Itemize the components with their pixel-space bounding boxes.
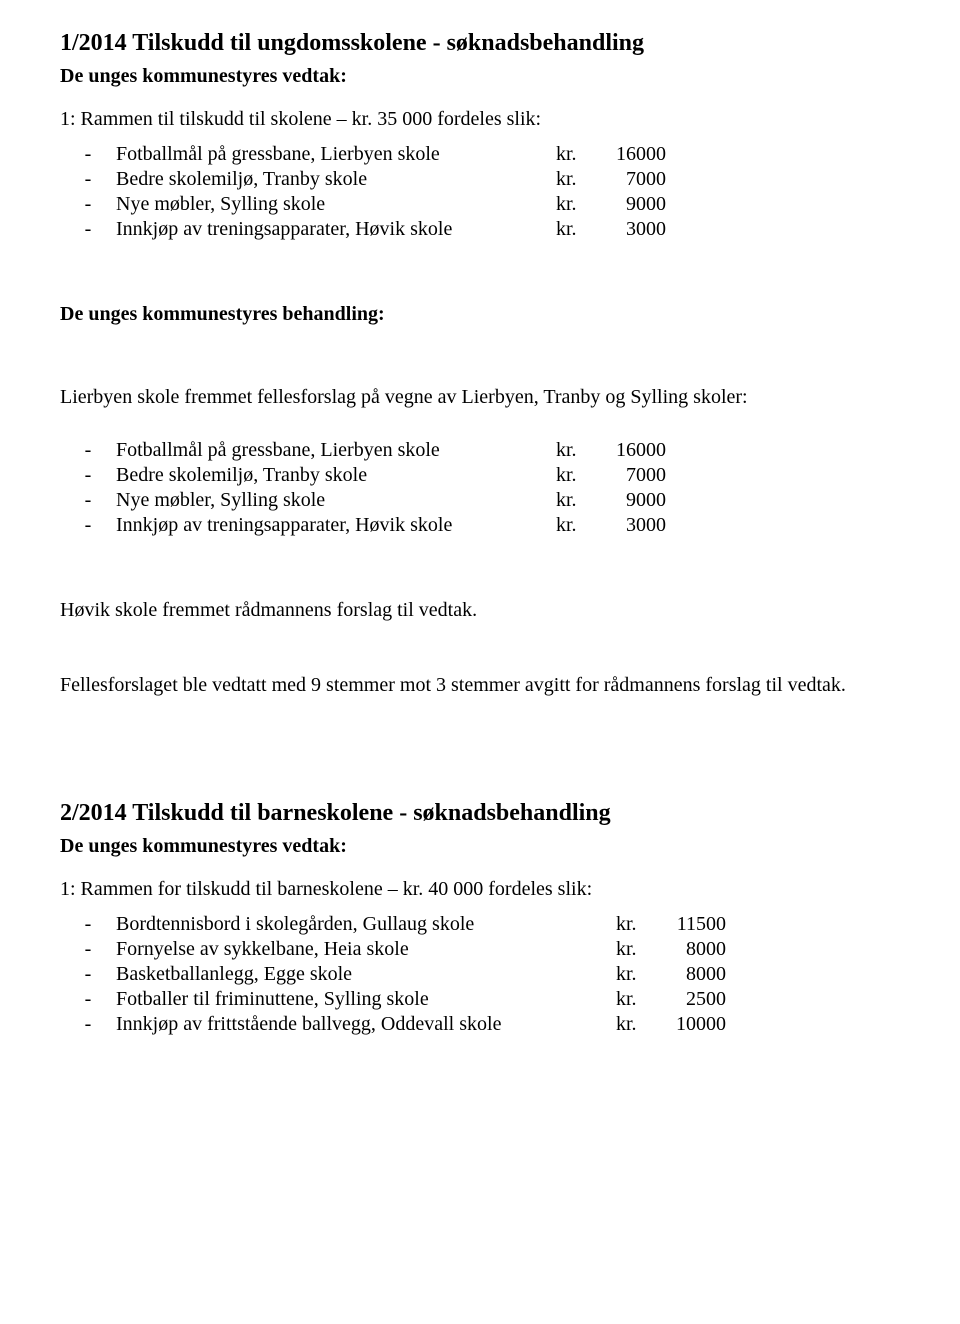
list-item: -Fotballmål på gressbane, Lierbyen skole… (60, 142, 900, 167)
currency-label: kr. (556, 217, 606, 242)
section1-item-list-2: -Fotballmål på gressbane, Lierbyen skole… (60, 438, 900, 538)
list-item: -Fotballer til friminuttene, Sylling sko… (60, 987, 900, 1012)
amount-value: 3000 (606, 217, 666, 242)
amount-value: 16000 (596, 142, 666, 167)
amount-value: 8000 (666, 962, 726, 987)
currency-label: kr. (556, 488, 606, 513)
item-label: Fotballmål på gressbane, Lierbyen skole (116, 142, 556, 167)
section1-vedtak-label: De unges kommunestyres vedtak: (60, 64, 900, 89)
dash: - (60, 463, 116, 488)
list-item: -Fornyelse av sykkelbane, Heia skolekr.8… (60, 937, 900, 962)
item-label: Nye møbler, Sylling skole (116, 192, 556, 217)
item-label: Bordtennisbord i skolegården, Gullaug sk… (116, 912, 616, 937)
amount-value: 7000 (606, 167, 666, 192)
dash: - (60, 962, 116, 987)
item-label: Bedre skolemiljø, Tranby skole (116, 167, 556, 192)
dash: - (60, 513, 116, 538)
dash: - (60, 912, 116, 937)
list-item: -Bordtennisbord i skolegården, Gullaug s… (60, 912, 900, 937)
list-item: -Innkjøp av frittstående ballvegg, Oddev… (60, 1012, 900, 1037)
dash: - (60, 167, 116, 192)
amount-value: 11500 (656, 912, 726, 937)
currency-label: kr. (616, 962, 666, 987)
amount-value: 7000 (606, 463, 666, 488)
amount-value: 3000 (606, 513, 666, 538)
dash: - (60, 1012, 116, 1037)
amount-value: 8000 (666, 937, 726, 962)
item-label: Innkjøp av treningsapparater, Høvik skol… (116, 513, 556, 538)
section2-heading: 2/2014 Tilskudd til barneskolene - søkna… (60, 798, 900, 828)
dash: - (60, 438, 116, 463)
dash: - (60, 217, 116, 242)
list-item: -Innkjøp av treningsapparater, Høvik sko… (60, 513, 900, 538)
section1-behandling-label: De unges kommunestyres behandling: (60, 302, 900, 327)
section1-hovik-line: Høvik skole fremmet rådmannens forslag t… (60, 598, 900, 623)
currency-label: kr. (556, 142, 596, 167)
currency-label: kr. (616, 987, 666, 1012)
currency-label: kr. (616, 912, 656, 937)
amount-value: 10000 (656, 1012, 726, 1037)
currency-label: kr. (556, 438, 596, 463)
list-item: -Nye møbler, Sylling skolekr.9000 (60, 488, 900, 513)
item-label: Nye møbler, Sylling skole (116, 488, 556, 513)
section1-heading: 1/2014 Tilskudd til ungdomsskolene - søk… (60, 28, 900, 58)
currency-label: kr. (616, 937, 666, 962)
list-item: -Bedre skolemiljø, Tranby skolekr.7000 (60, 167, 900, 192)
list-item: -Basketballanlegg, Egge skolekr.8000 (60, 962, 900, 987)
item-label: Bedre skolemiljø, Tranby skole (116, 463, 556, 488)
section1-intro: 1: Rammen til tilskudd til skolene – kr.… (60, 107, 900, 132)
dash: - (60, 488, 116, 513)
section2-item-list: -Bordtennisbord i skolegården, Gullaug s… (60, 912, 900, 1037)
list-item: -Bedre skolemiljø, Tranby skolekr.7000 (60, 463, 900, 488)
dash: - (60, 192, 116, 217)
section1-behandling-intro: Lierbyen skole fremmet fellesforslag på … (60, 385, 900, 410)
currency-label: kr. (556, 192, 606, 217)
item-label: Innkjøp av treningsapparater, Høvik skol… (116, 217, 556, 242)
currency-label: kr. (556, 167, 606, 192)
currency-label: kr. (556, 463, 606, 488)
section1-felles-line: Fellesforslaget ble vedtatt med 9 stemme… (60, 673, 900, 698)
list-item: -Innkjøp av treningsapparater, Høvik sko… (60, 217, 900, 242)
list-item: -Nye møbler, Sylling skolekr.9000 (60, 192, 900, 217)
amount-value: 2500 (666, 987, 726, 1012)
item-label: Fotballmål på gressbane, Lierbyen skole (116, 438, 556, 463)
section1-item-list: -Fotballmål på gressbane, Lierbyen skole… (60, 142, 900, 242)
list-item: -Fotballmål på gressbane, Lierbyen skole… (60, 438, 900, 463)
dash: - (60, 987, 116, 1012)
amount-value: 9000 (606, 488, 666, 513)
dash: - (60, 937, 116, 962)
amount-value: 9000 (606, 192, 666, 217)
section2-intro: 1: Rammen for tilskudd til barneskolene … (60, 877, 900, 902)
currency-label: kr. (556, 513, 606, 538)
amount-value: 16000 (596, 438, 666, 463)
item-label: Innkjøp av frittstående ballvegg, Oddeva… (116, 1012, 616, 1037)
section2-vedtak-label: De unges kommunestyres vedtak: (60, 834, 900, 859)
item-label: Fornyelse av sykkelbane, Heia skole (116, 937, 616, 962)
currency-label: kr. (616, 1012, 656, 1037)
item-label: Fotballer til friminuttene, Sylling skol… (116, 987, 616, 1012)
item-label: Basketballanlegg, Egge skole (116, 962, 616, 987)
dash: - (60, 142, 116, 167)
